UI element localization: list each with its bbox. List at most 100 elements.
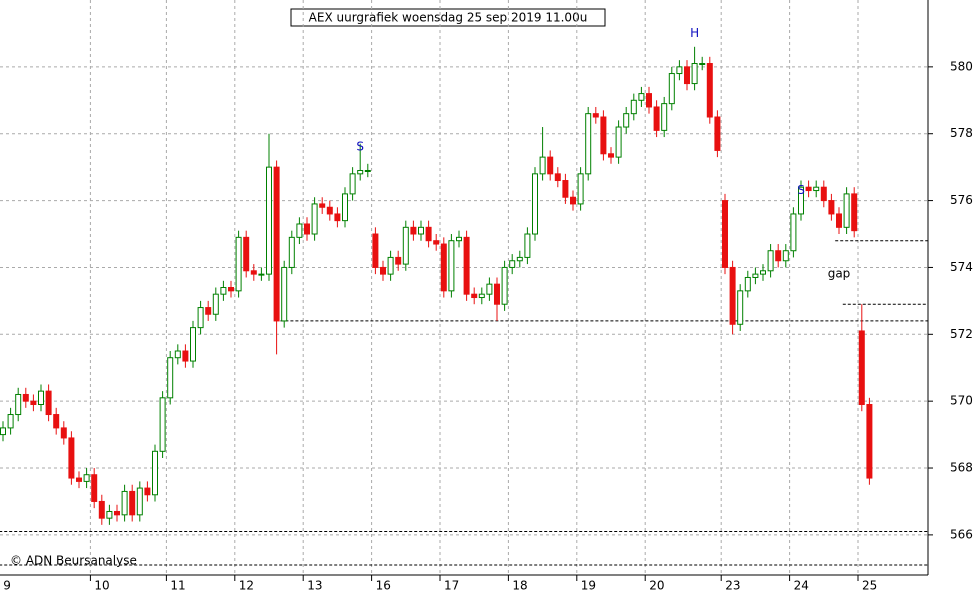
- candle-body: [714, 116, 721, 151]
- y-tick-label: 580: [950, 59, 973, 73]
- candle-body: [182, 350, 189, 362]
- candle-body: [509, 260, 516, 268]
- candle-body: [205, 307, 212, 315]
- candle-body: [782, 250, 789, 262]
- annotation: S: [356, 140, 364, 154]
- candle-body: [167, 357, 174, 399]
- candle-body: [653, 106, 660, 131]
- candle-body: [144, 487, 151, 496]
- candle-body: [501, 266, 508, 305]
- candle-body: [532, 173, 538, 235]
- candle-body: [364, 169, 371, 172]
- candle-body: [304, 223, 310, 235]
- candle-body: [45, 390, 52, 416]
- candle-body: [547, 156, 554, 175]
- candle-body: [836, 213, 842, 228]
- candle-body: [159, 397, 166, 452]
- candle-body: [661, 103, 668, 131]
- candle-body: [220, 287, 227, 295]
- candle-body: [478, 293, 485, 299]
- x-tick-label: 25: [862, 579, 877, 593]
- candle-body: [722, 200, 728, 268]
- y-tick-label: 576: [950, 193, 973, 207]
- candle-body: [866, 404, 873, 479]
- candle-body: [106, 510, 113, 519]
- annotation: gap: [828, 267, 851, 281]
- candle-body: [243, 236, 250, 272]
- candle-body: [615, 126, 622, 158]
- candle-body: [60, 427, 67, 439]
- candle-body: [15, 393, 22, 416]
- candle-body: [516, 256, 523, 262]
- candle-body: [448, 240, 455, 292]
- candle-body: [349, 173, 356, 195]
- candle-body: [22, 393, 29, 402]
- candle-body: [456, 236, 462, 242]
- candle-body: [729, 266, 736, 325]
- candle-body: [858, 330, 865, 406]
- candle-body: [53, 414, 60, 429]
- candle-body: [281, 266, 288, 322]
- candle-body: [790, 213, 797, 252]
- candle-body: [342, 193, 348, 222]
- candle-body: [296, 223, 303, 238]
- candle-body: [524, 233, 531, 258]
- title-box: [290, 8, 606, 27]
- candle-body: [98, 500, 105, 519]
- chart-title: AEX uurgrafiek woensdag 25 sep 2019 11.0…: [309, 11, 588, 25]
- candle-body: [767, 250, 774, 272]
- x-tick-label: 11: [170, 579, 185, 593]
- candle-body: [212, 293, 219, 315]
- candle-body: [805, 186, 812, 192]
- x-tick-label: 18: [512, 579, 527, 593]
- candle-body: [425, 226, 432, 242]
- candle-body: [7, 414, 14, 429]
- candle-body: [638, 93, 645, 101]
- candle-body: [319, 203, 326, 208]
- candle-body: [326, 206, 333, 215]
- x-tick-label: 20: [649, 579, 664, 593]
- candle-body: [190, 327, 196, 362]
- candle-body: [121, 490, 128, 516]
- candle-body: [585, 113, 592, 175]
- candle-body: [471, 293, 478, 299]
- candle-body: [288, 236, 295, 268]
- candle-body: [0, 427, 6, 436]
- candle-body: [68, 437, 75, 479]
- candle-body: [494, 283, 500, 305]
- candle-body: [357, 169, 364, 175]
- y-tick-label: 572: [950, 327, 973, 341]
- candle-body: [440, 243, 447, 292]
- x-tick-label: 9: [3, 579, 11, 593]
- candle-body: [813, 186, 820, 192]
- y-tick-label: 570: [950, 394, 973, 408]
- y-tick-label: 578: [950, 126, 973, 140]
- y-tick-label: 568: [950, 461, 973, 475]
- candle-body: [630, 99, 637, 115]
- candle-body: [562, 180, 569, 198]
- candle-body: [463, 236, 470, 295]
- candle-body: [152, 450, 158, 496]
- candle-body: [197, 307, 204, 329]
- candle-body: [608, 153, 614, 158]
- candle-body: [266, 166, 272, 275]
- annotation: S: [797, 183, 805, 197]
- y-tick-label: 566: [950, 527, 973, 541]
- candle-body: [30, 400, 37, 406]
- candle-body: [744, 276, 751, 292]
- candle-body: [334, 213, 341, 222]
- candle-body: [828, 200, 835, 215]
- x-tick-label: 12: [239, 579, 254, 593]
- candle-body: [623, 113, 630, 128]
- candle-body: [592, 113, 599, 118]
- candle-body: [38, 390, 44, 406]
- candle-body: [228, 287, 234, 292]
- candle-body: [646, 93, 652, 108]
- x-tick-label: 24: [794, 579, 809, 593]
- candle-body: [174, 350, 181, 359]
- candle-body: [258, 273, 265, 276]
- annotation: H: [690, 26, 699, 40]
- candle-body: [433, 240, 440, 245]
